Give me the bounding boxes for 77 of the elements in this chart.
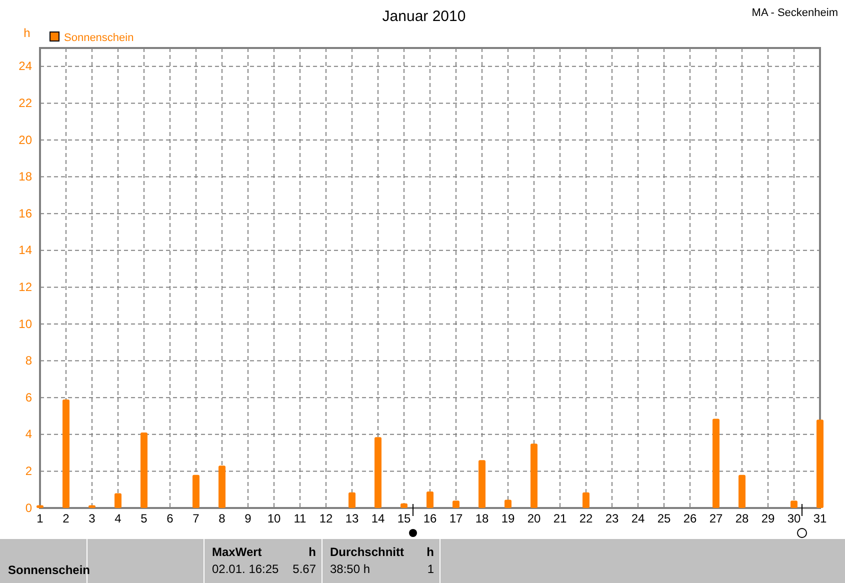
y-tick-label: 0: [25, 500, 32, 515]
x-tick-label: 27: [709, 512, 723, 526]
y-tick-label: 14: [18, 243, 32, 258]
bar: [530, 444, 538, 508]
x-tick-label: 17: [449, 512, 463, 526]
x-tick-label: 12: [319, 512, 333, 526]
bar: [374, 437, 382, 508]
text: 38:50 h: [330, 562, 370, 576]
text: 02.01. 16:25: [212, 562, 280, 576]
text: 1: [427, 562, 434, 576]
x-tick-label: 3: [88, 512, 96, 526]
y-tick-label: 18: [18, 170, 32, 184]
y-tick-label: 8: [25, 354, 32, 368]
y-tick-label: 2: [25, 464, 32, 478]
bar: [452, 500, 460, 508]
x-tick-label: 20: [527, 512, 541, 526]
x-tick-label: 30: [787, 512, 801, 526]
bar: [36, 505, 44, 508]
bar: [504, 500, 512, 508]
x-tick-label: 4: [114, 512, 122, 526]
x-tick-label: 18: [475, 512, 489, 526]
x-tick-label: 29: [761, 512, 775, 526]
bar: [62, 399, 70, 508]
bar: [114, 493, 122, 508]
x-tick-label: 22: [579, 512, 593, 526]
text: 5.67: [292, 562, 316, 576]
x-tick-label: 9: [244, 512, 252, 526]
x-tick-label: 24: [631, 512, 645, 526]
bar: [790, 500, 798, 508]
x-tick-label: 21: [553, 512, 567, 526]
x-tick-label: 8: [218, 512, 226, 526]
y-tick-label: 4: [25, 427, 32, 442]
x-tick-label: 10: [267, 512, 281, 526]
x-tick-label: 1: [36, 512, 44, 526]
x-tick-label: 7: [192, 512, 200, 526]
text: Durchschnitt: [330, 545, 404, 559]
y-tick-label: 16: [18, 206, 32, 220]
chart-title: Januar 2010: [382, 8, 466, 25]
x-tick-label: 25: [657, 512, 671, 526]
bar: [738, 474, 746, 508]
bar: [426, 491, 434, 508]
bar: [400, 503, 408, 508]
x-tick-label: 14: [371, 512, 385, 526]
text: h: [308, 545, 316, 559]
y-tick-label: 24: [18, 59, 32, 74]
x-tick-label: 31: [813, 512, 827, 526]
text: Sonnenschein: [8, 563, 90, 577]
x-tick-label: 26: [683, 512, 697, 526]
legend-label: Sonnenschein: [64, 32, 134, 44]
x-tick-label: 13: [345, 512, 359, 526]
bar: [582, 492, 590, 508]
bar: [712, 418, 720, 508]
text: MA - Seckenheim: [752, 7, 838, 19]
text: h: [426, 545, 434, 559]
y-tick-label: 20: [18, 132, 32, 147]
x-tick-label: 15: [397, 512, 411, 526]
bar: [88, 505, 96, 508]
y-axis-title: h: [24, 26, 30, 40]
bar: [478, 460, 486, 508]
text: MaxWert: [212, 545, 262, 559]
y-tick-label: 6: [25, 390, 32, 404]
x-tick-label: 28: [735, 512, 749, 526]
x-tick-label: 16: [423, 512, 437, 526]
x-tick-label: 6: [166, 512, 174, 526]
bar: [816, 420, 824, 508]
y-tick-label: 22: [18, 96, 32, 110]
x-tick-label: 19: [501, 512, 515, 526]
x-tick-label: 5: [140, 512, 148, 526]
bar: [140, 432, 148, 508]
x-tick-label: 2: [62, 512, 70, 526]
bar: [192, 474, 200, 508]
x-tick-label: 11: [294, 512, 307, 526]
bar: [218, 466, 226, 508]
y-tick-label: 12: [18, 280, 32, 294]
y-tick-label: 10: [18, 316, 32, 331]
bar: [348, 492, 356, 508]
x-tick-label: 23: [605, 512, 619, 526]
